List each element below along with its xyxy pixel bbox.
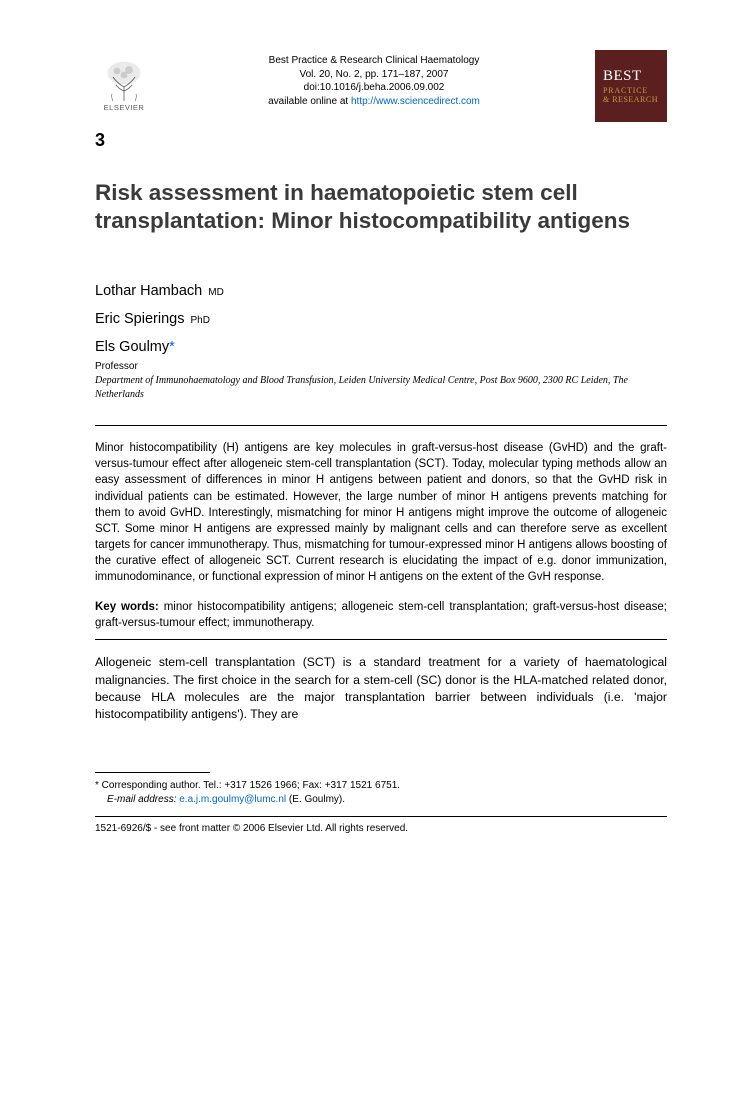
footnote-rule (95, 772, 210, 773)
online-line: available online at http://www.sciencedi… (153, 95, 595, 109)
divider-top (95, 425, 667, 426)
volume-info: Vol. 20, No. 2, pp. 171–187, 2007 (153, 68, 595, 82)
author-3: Els Goulmy* (95, 339, 667, 355)
email-label: E-mail address: (107, 794, 179, 805)
author-degree: PhD (190, 315, 209, 326)
professor-label: Professor (95, 361, 667, 372)
page-header: ELSEVIER Best Practice & Research Clinic… (95, 50, 667, 122)
journal-metadata: Best Practice & Research Clinical Haemat… (153, 50, 595, 108)
keywords-label: Key words: (95, 601, 159, 613)
author-1: Lothar Hambach MD (95, 283, 667, 299)
bottom-rule (95, 816, 667, 817)
email-suffix: (E. Goulmy). (286, 794, 345, 805)
sciencedirect-link[interactable]: http://www.sciencedirect.com (351, 96, 480, 107)
abstract-text: Minor histocompatibility (H) antigens ar… (95, 440, 667, 585)
best-logo-line1: BEST (603, 68, 667, 85)
copyright-line: 1521-6926/$ - see front matter © 2006 El… (95, 823, 667, 834)
email-link[interactable]: e.a.j.m.goulmy@lumc.nl (179, 794, 286, 805)
author-2: Eric Spierings PhD (95, 311, 667, 327)
author-name: Lothar Hambach (95, 283, 202, 299)
author-name: Eric Spierings (95, 311, 184, 327)
keywords-block: Key words: minor histocompatibility anti… (95, 599, 667, 631)
elsevier-label: ELSEVIER (104, 103, 145, 112)
author-name: Els Goulmy (95, 339, 169, 355)
elsevier-logo: ELSEVIER (95, 50, 153, 112)
affiliation: Department of Immunohaematology and Bloo… (95, 374, 667, 401)
corresponding-asterisk: * (169, 339, 175, 355)
divider-bottom (95, 639, 667, 640)
body-paragraph: Allogeneic stem-cell transplantation (SC… (95, 654, 667, 723)
corresponding-author-line: * Corresponding author. Tel.: +317 1526 … (95, 779, 667, 793)
author-degree: MD (208, 287, 224, 298)
journal-name: Best Practice & Research Clinical Haemat… (153, 54, 595, 68)
email-line: E-mail address: e.a.j.m.goulmy@lumc.nl (… (107, 793, 667, 807)
footnote-block: * Corresponding author. Tel.: +317 1526 … (95, 779, 667, 807)
best-logo-line3: & RESEARCH (603, 95, 667, 104)
best-practice-logo: BEST PRACTICE & RESEARCH (595, 50, 667, 122)
article-title: Risk assessment in haematopoietic stem c… (95, 179, 667, 235)
chapter-number: 3 (95, 130, 667, 151)
best-logo-line2: PRACTICE (603, 86, 667, 95)
doi: doi:10.1016/j.beha.2006.09.002 (153, 81, 595, 95)
elsevier-tree-icon (99, 59, 149, 103)
keywords-text: minor histocompatibility antigens; allog… (95, 601, 667, 629)
